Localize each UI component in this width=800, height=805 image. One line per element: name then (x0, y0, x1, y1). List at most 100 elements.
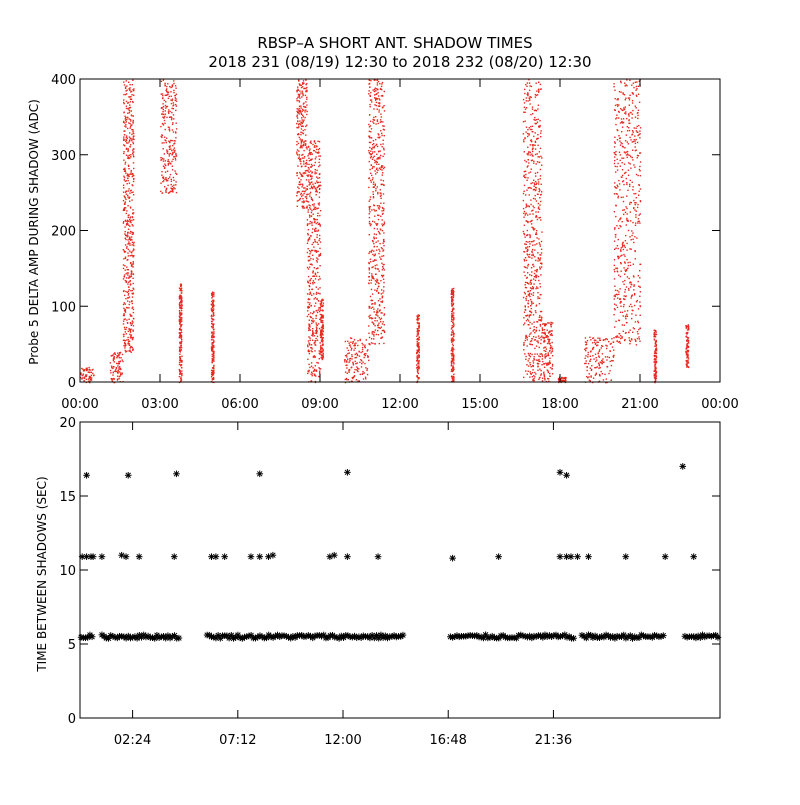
data-point (306, 164, 307, 165)
data-point (311, 158, 312, 159)
data-point (364, 372, 365, 373)
data-point (315, 332, 316, 333)
data-point (173, 156, 174, 157)
data-point (89, 376, 90, 377)
data-point (213, 292, 214, 293)
data-point (638, 308, 639, 309)
data-point (541, 336, 542, 337)
data-point (316, 149, 317, 150)
data-point (688, 326, 689, 327)
data-point (549, 373, 550, 374)
data-point (451, 363, 452, 364)
data-point (305, 134, 306, 135)
data-point (308, 164, 309, 165)
data-point (296, 144, 297, 145)
data-point (629, 236, 630, 237)
data-point (170, 191, 171, 192)
data-point (181, 339, 182, 340)
data-point (380, 258, 381, 259)
data-point (125, 86, 126, 87)
data-point (539, 189, 540, 190)
data-point (308, 340, 309, 341)
data-point (125, 329, 126, 330)
data-point (528, 358, 529, 359)
data-point (126, 93, 127, 94)
data-point (620, 255, 621, 256)
data-point (164, 137, 165, 138)
data-point (376, 237, 377, 238)
data-point (298, 188, 299, 189)
data-point (374, 343, 375, 344)
data-point (622, 127, 623, 128)
data-point (623, 249, 624, 250)
data-point (362, 343, 363, 344)
data-point (528, 187, 529, 188)
data-point (124, 169, 125, 170)
data-point (123, 81, 124, 82)
data-point (362, 344, 363, 345)
data-point (375, 90, 376, 91)
data-point (638, 286, 639, 287)
data-point (128, 286, 129, 287)
data-point (364, 353, 365, 354)
data-point (368, 356, 369, 357)
data-point (686, 360, 687, 361)
data-point (623, 267, 624, 268)
data-point (131, 252, 132, 253)
data-point (129, 239, 130, 240)
data-point (130, 126, 131, 127)
data-point (307, 240, 308, 241)
data-point (381, 83, 382, 84)
data-point (540, 194, 541, 195)
data-point (301, 87, 302, 88)
data-point (368, 93, 369, 94)
data-point (372, 177, 373, 178)
data-point (129, 351, 130, 352)
data-point (623, 298, 624, 299)
data-point (316, 332, 317, 333)
data-point (622, 146, 623, 147)
data-point (120, 369, 121, 370)
data-point (173, 149, 174, 150)
data-point (124, 197, 125, 198)
data-point (131, 325, 132, 326)
data-point (125, 239, 126, 240)
data-point (380, 88, 381, 89)
data-point (616, 166, 617, 167)
data-point (380, 203, 381, 204)
data-point (132, 213, 133, 214)
data-point (307, 186, 308, 187)
data-point (359, 362, 360, 363)
data-point (599, 349, 600, 350)
data-point (419, 315, 420, 316)
data-point (133, 283, 134, 284)
data-point (181, 306, 182, 307)
data-point (300, 163, 301, 164)
data-point (179, 343, 180, 344)
data-point (373, 182, 374, 183)
data-point (129, 237, 130, 238)
data-point (538, 319, 539, 320)
data-point (354, 343, 355, 344)
data-point (633, 264, 634, 265)
data-point (125, 273, 126, 274)
data-point (595, 340, 596, 341)
data-point (302, 111, 303, 112)
data-point (312, 144, 313, 145)
data-point (316, 328, 317, 329)
data-point (352, 362, 353, 363)
data-point (529, 90, 530, 91)
data-point (526, 161, 527, 162)
data-point (623, 214, 624, 215)
data-point (546, 348, 547, 349)
data-point (622, 197, 623, 198)
data-point (527, 82, 528, 83)
data-point (116, 363, 117, 364)
data-point (128, 150, 129, 151)
data-point (589, 380, 590, 381)
data-point (369, 251, 370, 252)
data-point (376, 280, 377, 281)
data-point (537, 296, 538, 297)
data-point (179, 356, 180, 357)
data-point (347, 373, 348, 374)
